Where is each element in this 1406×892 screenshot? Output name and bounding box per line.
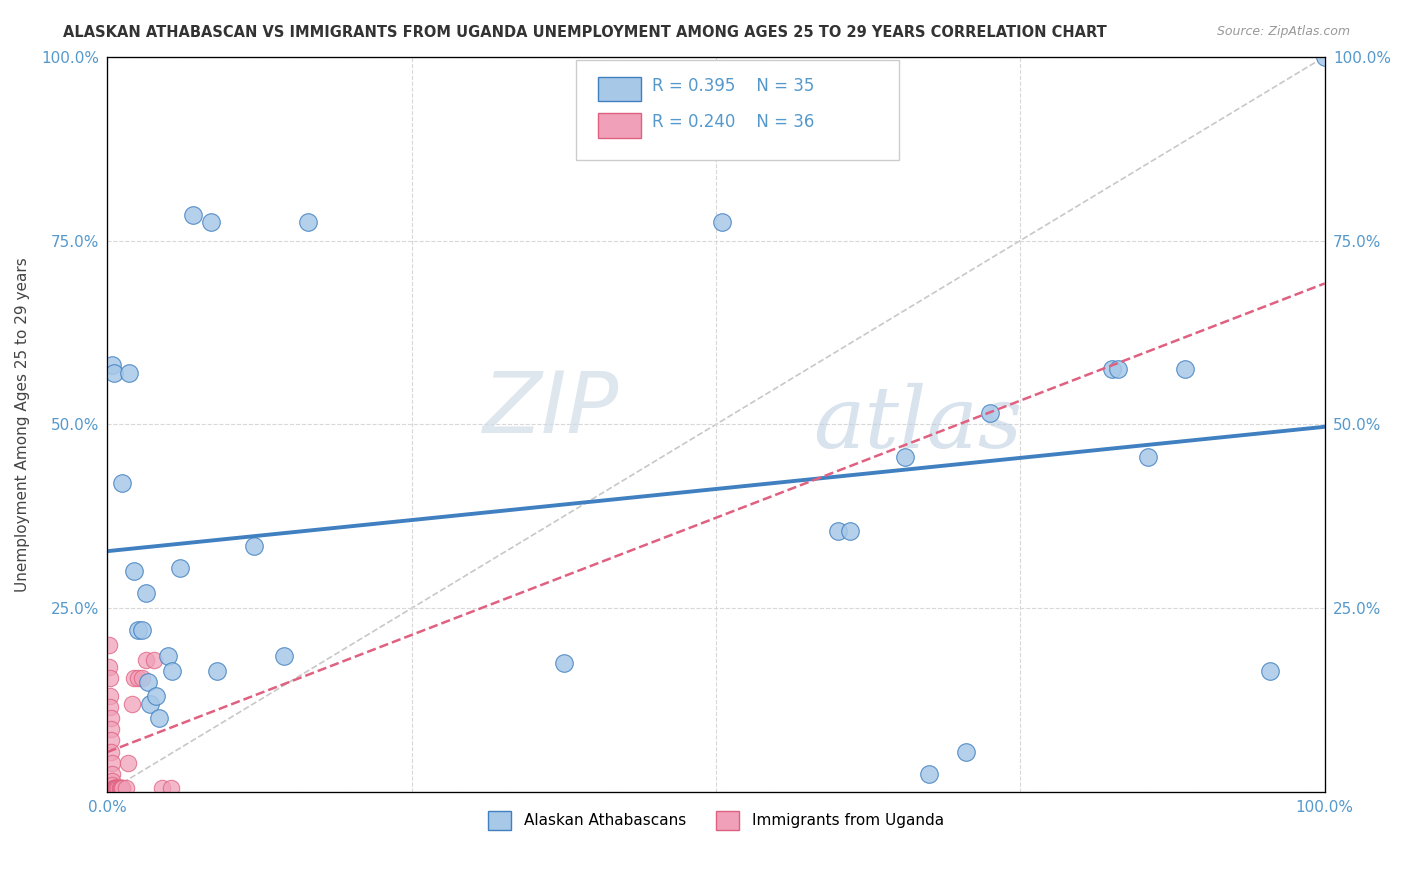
Alaskan Athabascans bbox=[181, 208, 204, 222]
Immigrants from Uganda bbox=[150, 781, 173, 796]
Text: ALASKAN ATHABASCAN VS IMMIGRANTS FROM UGANDA UNEMPLOYMENT AMONG AGES 25 TO 29 YE: ALASKAN ATHABASCAN VS IMMIGRANTS FROM UG… bbox=[63, 25, 1107, 40]
Immigrants from Uganda bbox=[104, 781, 127, 796]
Alaskan Athabascans bbox=[145, 690, 167, 704]
Alaskan Athabascans bbox=[205, 664, 228, 678]
Alaskan Athabascans bbox=[101, 359, 124, 373]
Immigrants from Uganda bbox=[100, 745, 122, 759]
Alaskan Athabascans bbox=[711, 215, 734, 229]
Immigrants from Uganda bbox=[104, 781, 127, 796]
Immigrants from Uganda bbox=[97, 660, 120, 674]
Alaskan Athabascans bbox=[893, 450, 915, 465]
Alaskan Athabascans bbox=[553, 657, 575, 671]
Immigrants from Uganda bbox=[108, 781, 131, 796]
Immigrants from Uganda bbox=[101, 773, 124, 788]
Alaskan Athabascans bbox=[111, 476, 134, 491]
Immigrants from Uganda bbox=[104, 781, 127, 796]
Immigrants from Uganda bbox=[142, 652, 165, 666]
Alaskan Athabascans bbox=[160, 664, 183, 678]
Immigrants from Uganda bbox=[108, 781, 131, 796]
Immigrants from Uganda bbox=[135, 652, 157, 666]
Immigrants from Uganda bbox=[159, 781, 181, 796]
Immigrants from Uganda bbox=[104, 781, 127, 796]
Immigrants from Uganda bbox=[122, 671, 145, 685]
Immigrants from Uganda bbox=[98, 671, 121, 685]
Immigrants from Uganda bbox=[97, 638, 120, 652]
Alaskan Athabascans bbox=[1174, 362, 1197, 376]
Immigrants from Uganda bbox=[103, 781, 125, 796]
Alaskan Athabascans bbox=[297, 215, 319, 229]
Alaskan Athabascans bbox=[955, 745, 977, 759]
Text: atlas: atlas bbox=[814, 383, 1022, 466]
Immigrants from Uganda bbox=[101, 766, 124, 780]
Alaskan Athabascans bbox=[122, 565, 145, 579]
Text: R = 0.240    N = 36: R = 0.240 N = 36 bbox=[651, 113, 814, 131]
Text: R = 0.395    N = 35: R = 0.395 N = 35 bbox=[651, 77, 814, 95]
Text: ZIP: ZIP bbox=[482, 368, 619, 451]
Immigrants from Uganda bbox=[100, 733, 122, 747]
Alaskan Athabascans bbox=[118, 366, 141, 380]
Immigrants from Uganda bbox=[111, 781, 134, 796]
Alaskan Athabascans bbox=[273, 648, 295, 663]
Immigrants from Uganda bbox=[131, 671, 153, 685]
Alaskan Athabascans bbox=[135, 586, 157, 600]
FancyBboxPatch shape bbox=[598, 77, 641, 101]
Alaskan Athabascans bbox=[200, 215, 222, 229]
Alaskan Athabascans bbox=[136, 674, 159, 689]
Alaskan Athabascans bbox=[169, 560, 191, 574]
Immigrants from Uganda bbox=[98, 690, 121, 704]
Legend: Alaskan Athabascans, Immigrants from Uganda: Alaskan Athabascans, Immigrants from Uga… bbox=[482, 805, 950, 836]
Immigrants from Uganda bbox=[98, 700, 121, 714]
Immigrants from Uganda bbox=[103, 781, 125, 796]
Alaskan Athabascans bbox=[827, 524, 849, 538]
Alaskan Athabascans bbox=[1101, 362, 1123, 376]
Alaskan Athabascans bbox=[839, 524, 862, 538]
Text: Source: ZipAtlas.com: Source: ZipAtlas.com bbox=[1216, 25, 1350, 38]
Alaskan Athabascans bbox=[918, 766, 941, 780]
Alaskan Athabascans bbox=[148, 711, 170, 725]
Alaskan Athabascans bbox=[139, 697, 162, 711]
Alaskan Athabascans bbox=[1137, 450, 1160, 465]
Y-axis label: Unemployment Among Ages 25 to 29 years: Unemployment Among Ages 25 to 29 years bbox=[15, 257, 30, 591]
Alaskan Athabascans bbox=[131, 624, 153, 638]
Alaskan Athabascans bbox=[127, 624, 149, 638]
Immigrants from Uganda bbox=[127, 671, 149, 685]
FancyBboxPatch shape bbox=[576, 61, 898, 160]
Alaskan Athabascans bbox=[1258, 664, 1281, 678]
Immigrants from Uganda bbox=[101, 756, 124, 770]
Immigrants from Uganda bbox=[117, 756, 139, 770]
Immigrants from Uganda bbox=[111, 781, 134, 796]
FancyBboxPatch shape bbox=[598, 113, 641, 137]
Immigrants from Uganda bbox=[105, 781, 128, 796]
Immigrants from Uganda bbox=[100, 711, 122, 725]
Immigrants from Uganda bbox=[100, 723, 122, 737]
Alaskan Athabascans bbox=[1313, 50, 1336, 64]
Immigrants from Uganda bbox=[107, 781, 129, 796]
Immigrants from Uganda bbox=[101, 778, 124, 792]
Alaskan Athabascans bbox=[157, 648, 180, 663]
Immigrants from Uganda bbox=[110, 781, 132, 796]
Immigrants from Uganda bbox=[121, 697, 143, 711]
Immigrants from Uganda bbox=[114, 781, 136, 796]
Alaskan Athabascans bbox=[103, 366, 125, 380]
Alaskan Athabascans bbox=[242, 539, 264, 553]
Alaskan Athabascans bbox=[979, 406, 1001, 420]
Alaskan Athabascans bbox=[1107, 362, 1129, 376]
